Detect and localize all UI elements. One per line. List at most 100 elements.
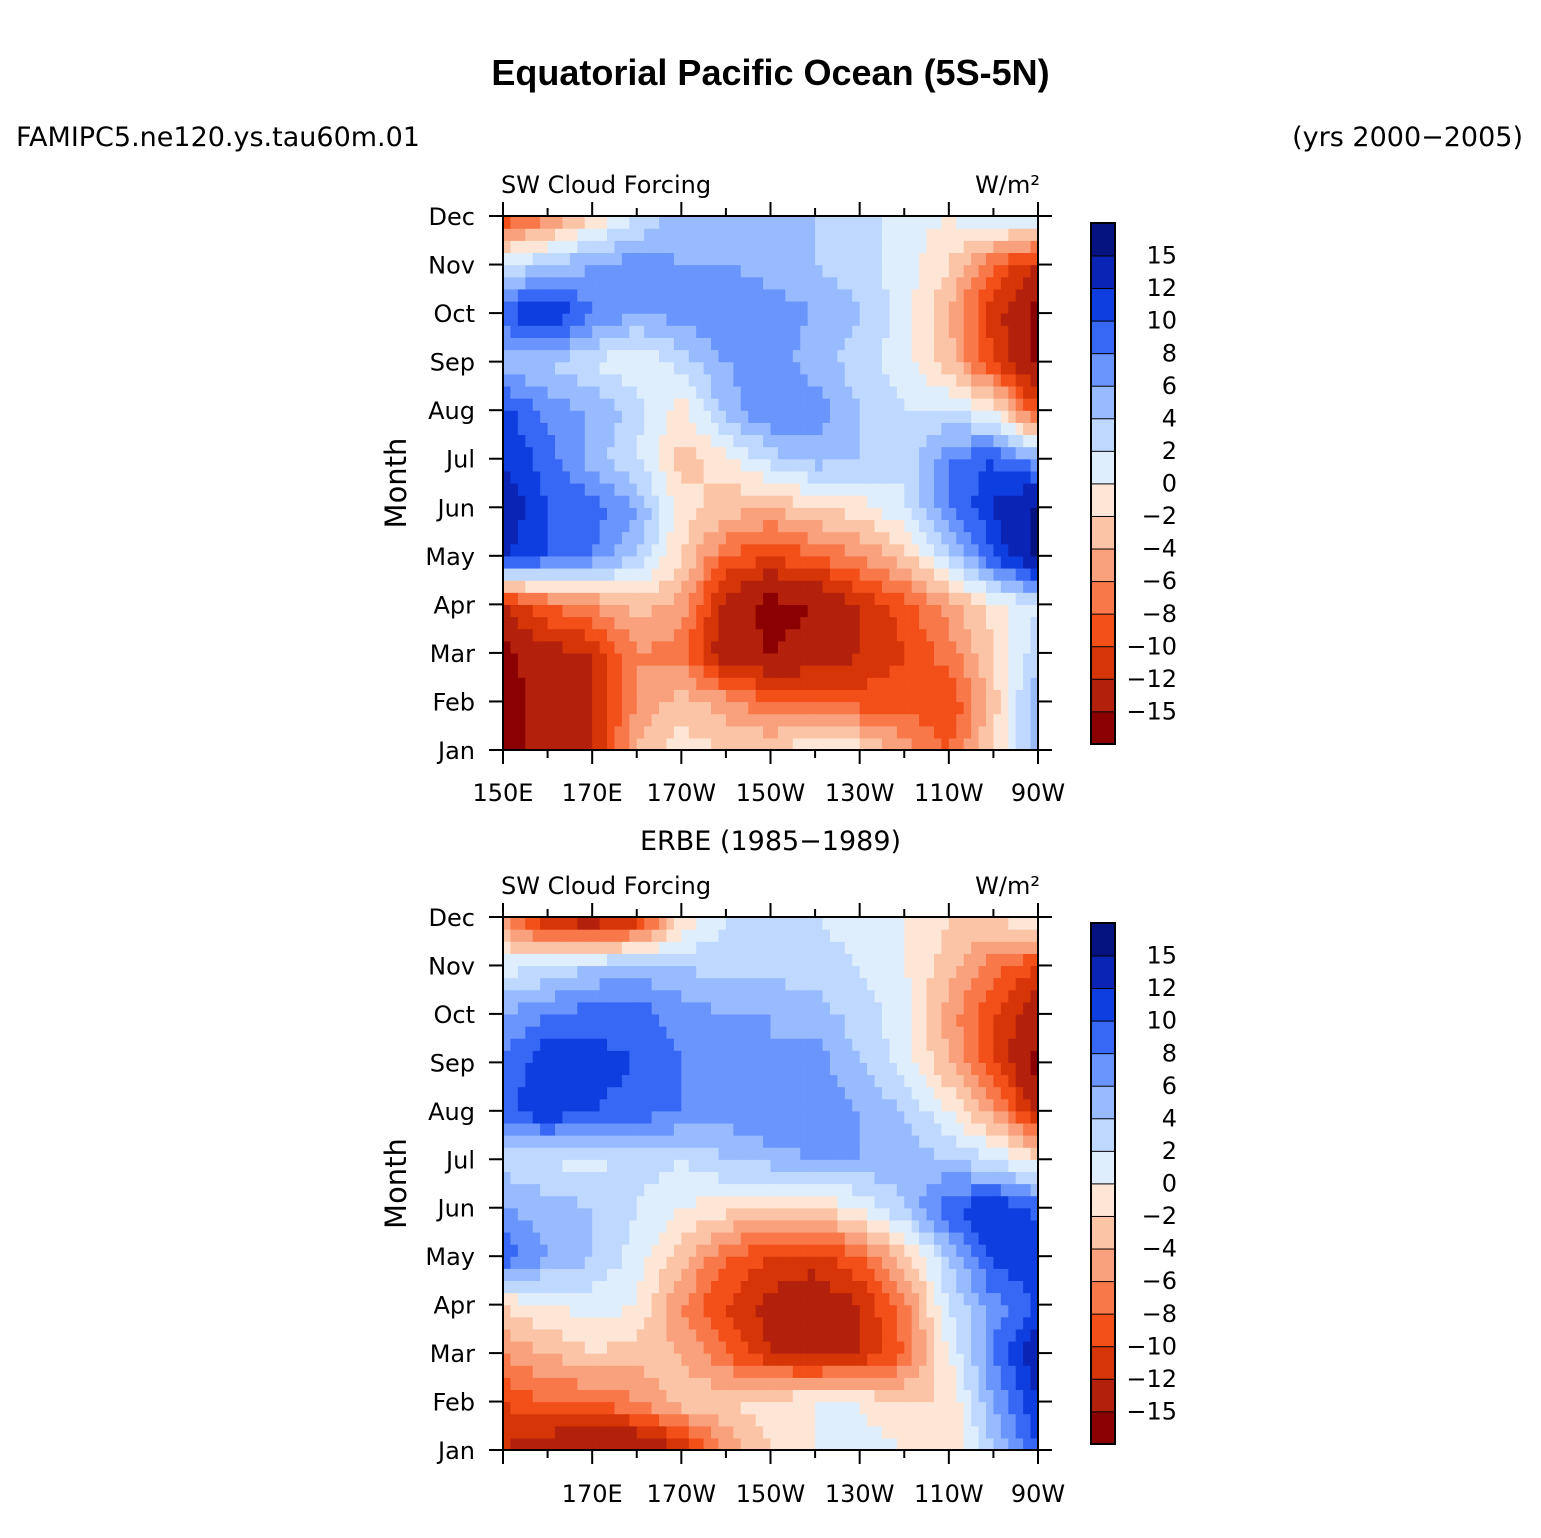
heatmap-cell bbox=[517, 240, 526, 254]
heatmap-cell bbox=[718, 543, 727, 557]
heatmap-cell bbox=[971, 1401, 980, 1415]
heatmap-cell bbox=[829, 737, 838, 751]
heatmap-cell bbox=[748, 543, 757, 557]
heatmap-cell bbox=[644, 1268, 653, 1282]
heatmap-cell bbox=[644, 373, 653, 387]
heatmap-cell bbox=[718, 240, 727, 254]
heatmap-cell bbox=[547, 483, 556, 496]
heatmap-cell bbox=[517, 1401, 526, 1415]
heatmap-cell bbox=[911, 1365, 920, 1378]
heatmap-cell bbox=[681, 495, 690, 508]
heatmap-cell bbox=[881, 264, 890, 278]
heatmap-cell bbox=[532, 543, 541, 557]
heatmap-cell bbox=[555, 1353, 564, 1366]
heatmap-cell bbox=[711, 446, 720, 460]
heatmap-cell bbox=[785, 1183, 794, 1197]
heatmap-cell bbox=[859, 1437, 868, 1451]
heatmap-cell bbox=[956, 1425, 965, 1439]
heatmap-cell bbox=[718, 555, 727, 569]
heatmap-cell bbox=[896, 252, 905, 266]
heatmap-cell bbox=[993, 1401, 1002, 1415]
heatmap-cell bbox=[926, 1244, 935, 1257]
heatmap-cell bbox=[963, 228, 972, 241]
heatmap-cell bbox=[963, 507, 972, 521]
heatmap-cell bbox=[785, 313, 794, 326]
heatmap-cell bbox=[547, 495, 556, 508]
heatmap-cell bbox=[859, 640, 868, 654]
heatmap-cell bbox=[1008, 434, 1017, 448]
heatmap-cell bbox=[562, 519, 571, 533]
heatmap-cell bbox=[755, 361, 764, 375]
heatmap-cell bbox=[971, 580, 980, 593]
heatmap-cell bbox=[926, 1256, 935, 1269]
heatmap-cell bbox=[941, 361, 950, 375]
heatmap-cell bbox=[956, 1401, 965, 1415]
heatmap-cell bbox=[651, 1195, 660, 1209]
heatmap-cell bbox=[874, 252, 883, 266]
heatmap-cell bbox=[956, 652, 965, 666]
heatmap-cell bbox=[517, 1219, 526, 1233]
heatmap-cell bbox=[755, 1183, 764, 1197]
heatmap-cell bbox=[941, 1207, 950, 1221]
heatmap-cell bbox=[763, 701, 772, 715]
heatmap-cell bbox=[584, 1231, 593, 1245]
heatmap-cell bbox=[896, 1377, 905, 1391]
heatmap-cell bbox=[659, 652, 668, 666]
heatmap-cell bbox=[569, 228, 578, 241]
heatmap-cell bbox=[874, 1159, 883, 1172]
heatmap-cell bbox=[755, 519, 764, 533]
heatmap-cell bbox=[852, 361, 861, 375]
heatmap-cell bbox=[1023, 300, 1032, 314]
heatmap-cell bbox=[889, 1219, 898, 1233]
heatmap-cell bbox=[584, 276, 593, 290]
heatmap-cell bbox=[740, 216, 749, 229]
heatmap-cell bbox=[510, 604, 519, 618]
heatmap-cell bbox=[740, 507, 749, 521]
heatmap-cell bbox=[540, 313, 549, 326]
heatmap-cell bbox=[904, 1425, 913, 1439]
heatmap-cell bbox=[1008, 1219, 1017, 1233]
heatmap-cell bbox=[555, 410, 564, 423]
heatmap-cell bbox=[926, 446, 935, 460]
heatmap-cell bbox=[770, 652, 779, 666]
heatmap-cell bbox=[532, 725, 541, 739]
heatmap-cell bbox=[755, 507, 764, 521]
heatmap-cell bbox=[822, 313, 831, 326]
heatmap-cell bbox=[867, 689, 876, 703]
heatmap-cell bbox=[971, 725, 980, 739]
heatmap-cell bbox=[971, 1292, 980, 1306]
heatmap-cell bbox=[614, 689, 623, 703]
heatmap-cell bbox=[629, 216, 638, 229]
heatmap-cell bbox=[525, 701, 534, 715]
heatmap-cell bbox=[770, 313, 779, 326]
heatmap-cell bbox=[896, 1219, 905, 1233]
heatmap-cell bbox=[718, 713, 727, 727]
heatmap-cell bbox=[525, 652, 534, 666]
heatmap-cell bbox=[599, 458, 608, 472]
heatmap-cell bbox=[852, 288, 861, 302]
heatmap-cell bbox=[1023, 385, 1032, 399]
heatmap-cell bbox=[651, 1304, 660, 1318]
heatmap-cell bbox=[1023, 1195, 1032, 1209]
heatmap-cell bbox=[763, 1219, 772, 1233]
heatmap-cell bbox=[822, 228, 831, 241]
heatmap-cell bbox=[621, 276, 630, 290]
heatmap-cell bbox=[659, 398, 668, 411]
heatmap-cell bbox=[532, 337, 541, 351]
heatmap-cell bbox=[621, 1365, 630, 1378]
heatmap-cell bbox=[592, 1280, 601, 1294]
heatmap-cell bbox=[785, 1219, 794, 1233]
heatmap-cell bbox=[592, 737, 601, 751]
heatmap-cell bbox=[711, 1401, 720, 1415]
heatmap-cell bbox=[763, 1159, 772, 1172]
heatmap-cell bbox=[718, 1159, 727, 1172]
heatmap-cell bbox=[1015, 1292, 1024, 1306]
heatmap-cell bbox=[681, 567, 690, 581]
heatmap-cell bbox=[859, 216, 868, 229]
heatmap-cell bbox=[874, 616, 883, 630]
heatmap-cell bbox=[926, 1340, 935, 1354]
heatmap-cell bbox=[555, 228, 564, 241]
heatmap-cell bbox=[948, 373, 957, 387]
heatmap-cell bbox=[770, 422, 779, 436]
heatmap-cell bbox=[978, 264, 987, 278]
